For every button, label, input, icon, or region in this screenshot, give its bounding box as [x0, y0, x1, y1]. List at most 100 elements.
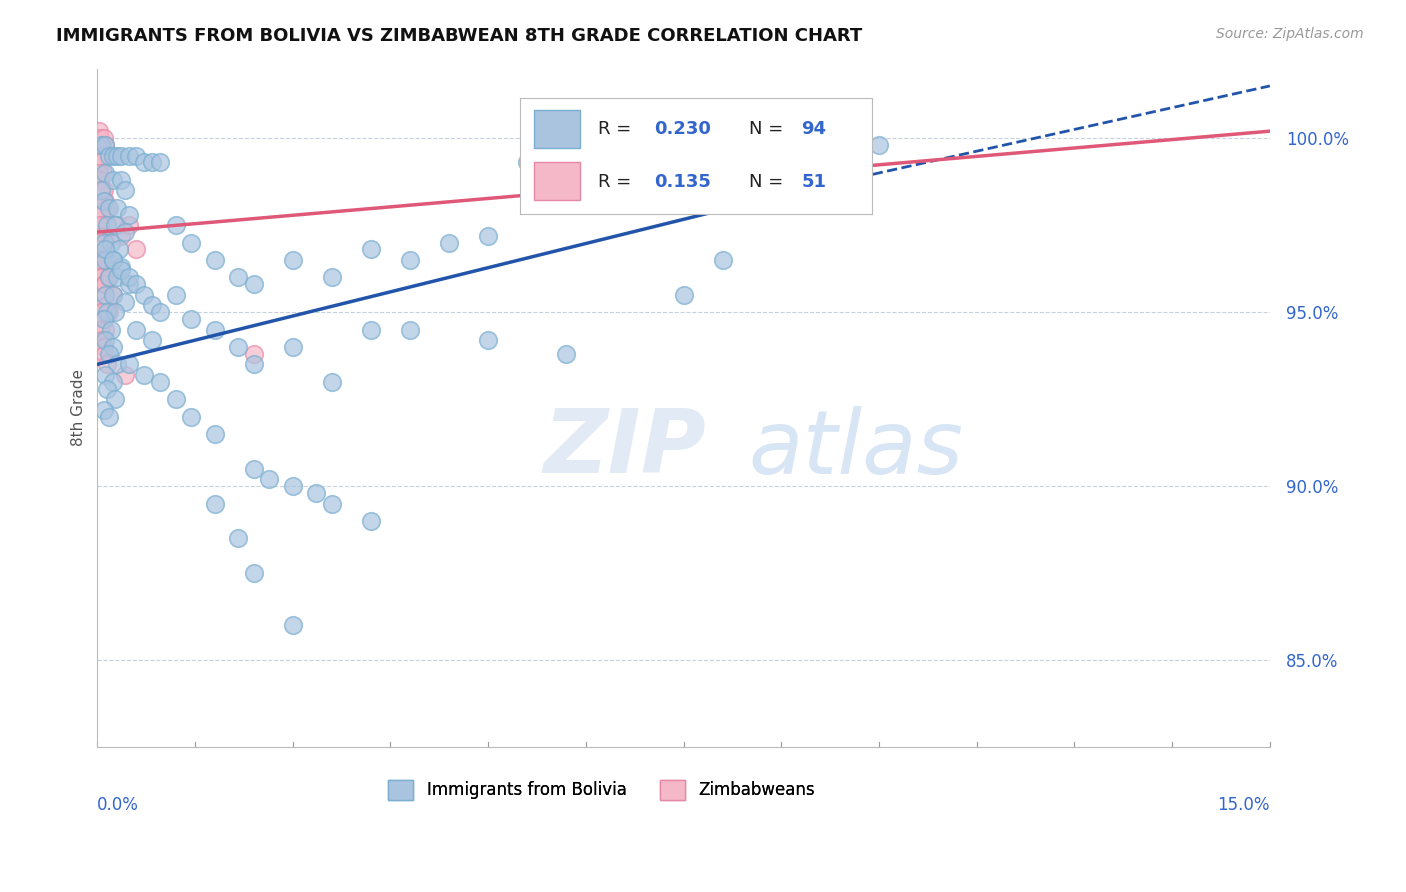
Point [165, 392, 187, 406]
Point [321, 375, 343, 389]
Text: 15.0%: 15.0% [1218, 796, 1270, 814]
Point [105, 357, 128, 371]
Point [117, 277, 139, 292]
Point [93, 218, 115, 232]
Text: 94: 94 [801, 120, 827, 138]
Point [89, 173, 111, 187]
Point [114, 368, 136, 382]
Point [93, 277, 115, 292]
Point [360, 514, 382, 528]
Point [437, 235, 460, 250]
Point [125, 243, 148, 257]
Legend: Immigrants from Bolivia, Zimbabweans: Immigrants from Bolivia, Zimbabweans [381, 773, 821, 806]
Point [259, 472, 281, 486]
Point [87, 235, 110, 250]
Point [100, 322, 122, 336]
Point [321, 497, 343, 511]
Point [101, 340, 124, 354]
Point [305, 486, 328, 500]
Point [134, 155, 156, 169]
Point [321, 270, 343, 285]
Point [165, 287, 187, 301]
Point [96, 382, 118, 396]
Point [101, 287, 124, 301]
Text: 0.135: 0.135 [654, 173, 710, 191]
Point [114, 225, 136, 239]
Point [91, 138, 114, 153]
Point [141, 155, 163, 169]
Point [100, 235, 122, 250]
Point [87, 166, 110, 180]
Point [93, 312, 115, 326]
Point [711, 252, 734, 267]
Point [242, 277, 264, 292]
Point [98, 148, 121, 162]
Point [90, 252, 112, 267]
Text: R =: R = [598, 120, 637, 138]
Point [94, 287, 117, 301]
Point [90, 208, 112, 222]
Point [134, 368, 156, 382]
Point [477, 333, 499, 347]
Point [399, 322, 422, 336]
Point [165, 218, 187, 232]
Point [94, 263, 117, 277]
Point [96, 357, 118, 371]
Point [96, 270, 118, 285]
Point [94, 277, 117, 292]
Point [226, 532, 249, 546]
Point [91, 333, 114, 347]
Y-axis label: 8th Grade: 8th Grade [72, 369, 86, 446]
Point [149, 375, 172, 389]
Point [94, 368, 117, 382]
Point [110, 173, 132, 187]
Point [108, 243, 131, 257]
Point [281, 618, 304, 632]
Point [105, 201, 128, 215]
Point [89, 131, 111, 145]
Point [101, 375, 124, 389]
Text: N =: N = [749, 173, 789, 191]
Point [89, 148, 111, 162]
Point [105, 148, 128, 162]
Point [101, 252, 124, 267]
Point [98, 270, 121, 285]
Point [868, 138, 890, 153]
Point [93, 194, 115, 208]
Point [94, 333, 117, 347]
Point [110, 260, 132, 274]
Point [117, 357, 139, 371]
Point [360, 322, 382, 336]
Point [281, 340, 304, 354]
Point [94, 166, 117, 180]
Point [117, 270, 139, 285]
Point [94, 235, 117, 250]
Point [94, 252, 117, 267]
Point [595, 155, 617, 169]
Point [125, 322, 148, 336]
Point [204, 497, 226, 511]
Point [96, 148, 118, 162]
Point [91, 270, 114, 285]
Point [90, 138, 112, 153]
Point [226, 270, 249, 285]
Point [96, 201, 118, 215]
Point [89, 263, 111, 277]
Point [114, 294, 136, 309]
Point [90, 155, 112, 169]
Point [149, 155, 172, 169]
Point [101, 252, 124, 267]
Point [91, 183, 114, 197]
Point [91, 252, 114, 267]
Point [94, 322, 117, 336]
Point [555, 155, 578, 169]
Point [93, 252, 115, 267]
Point [672, 287, 695, 301]
Point [98, 270, 121, 285]
Point [114, 183, 136, 197]
Point [94, 287, 117, 301]
Point [91, 305, 114, 319]
Point [98, 305, 121, 319]
Point [110, 228, 132, 243]
Point [98, 201, 121, 215]
